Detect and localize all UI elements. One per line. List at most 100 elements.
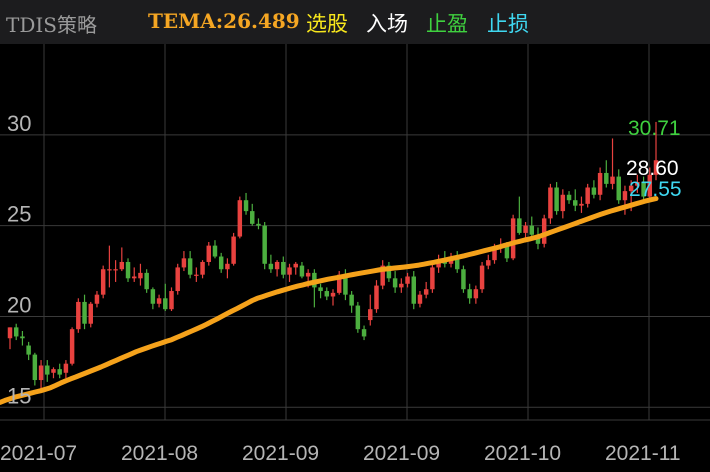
candle-body (125, 261, 131, 279)
candle-body (187, 258, 193, 275)
x-tick-label: 2021-08 (121, 442, 198, 465)
candle (523, 222, 528, 239)
candle (287, 263, 292, 282)
candles (7, 121, 659, 393)
candle (113, 260, 118, 282)
candle-body (32, 354, 38, 381)
candle (461, 265, 466, 293)
low-price-label: 27.55 (629, 178, 682, 201)
candle (473, 285, 479, 304)
candle-body (88, 303, 93, 324)
candle (622, 185, 628, 215)
candle-body (250, 211, 255, 224)
candle (7, 327, 13, 350)
x-tick-label: 2021-09 (242, 442, 319, 465)
entry-button[interactable]: 入场 (366, 13, 408, 36)
candle (51, 367, 56, 379)
candle (32, 352, 38, 386)
candle-body (616, 176, 621, 201)
candle-body (597, 172, 603, 195)
candle (517, 196, 522, 235)
candle (88, 301, 93, 328)
candle-body (399, 283, 404, 288)
candle-body (529, 225, 535, 235)
candle (330, 289, 336, 306)
candle-body (417, 294, 423, 304)
candle (274, 260, 280, 277)
candle-body (262, 225, 267, 264)
chart-header: TDIS策略 TEMA:26.489 选股 入场 止盈 止损 (0, 0, 710, 44)
candle-body (324, 291, 330, 297)
stop-loss-button[interactable]: 止损 (487, 13, 529, 36)
candle (616, 169, 621, 204)
candle-body (100, 269, 106, 295)
candle-body (467, 289, 472, 299)
x-tick-label: 2021-11 (605, 442, 681, 465)
candle (610, 138, 615, 190)
candle-body (610, 176, 615, 184)
candle (237, 196, 243, 239)
candle-body (374, 285, 379, 310)
candle (579, 196, 584, 213)
candle (560, 189, 566, 219)
candle-body (156, 298, 162, 304)
candle-body (541, 218, 547, 244)
candle-body (492, 247, 497, 261)
candle-body (343, 274, 348, 295)
candle-body (336, 274, 342, 293)
y-axis-ticks: 15 20 25 30 (7, 111, 31, 408)
candle (591, 180, 597, 199)
candle (163, 283, 168, 312)
candle-body (361, 329, 367, 337)
candle-body (504, 245, 510, 259)
candle (20, 330, 25, 346)
candle (63, 360, 69, 379)
candle-body (349, 294, 354, 306)
grid-lines (0, 44, 710, 421)
x-tick-label: 2021-10 (484, 442, 561, 465)
candle (541, 214, 547, 248)
candle (69, 327, 75, 366)
candle (548, 183, 553, 224)
candle-body (573, 200, 578, 206)
candle (187, 251, 193, 279)
x-axis-ticks: 2021-07 2021-08 2021-09 2021-09 2021-10 2021-… (0, 442, 681, 465)
candle-body (150, 289, 156, 304)
candle-body (604, 172, 609, 184)
candle (76, 298, 81, 333)
candle (107, 245, 112, 288)
candle-body (69, 329, 75, 364)
candle (119, 247, 125, 272)
candle-body (268, 263, 274, 270)
candle-body (7, 327, 13, 339)
candle-body (20, 336, 25, 339)
tema-value: TEMA:26.489 (148, 9, 300, 33)
candle (361, 325, 367, 341)
select-stock-button[interactable]: 选股 (306, 13, 348, 36)
candle-body (647, 174, 653, 197)
candle-body (113, 269, 118, 271)
candle-body (386, 265, 392, 279)
candle-body (368, 309, 373, 321)
candle-body (653, 160, 659, 175)
candle-body (51, 369, 56, 373)
candle (200, 260, 205, 279)
candle (399, 278, 404, 293)
candle (386, 261, 392, 282)
candle (175, 263, 180, 295)
candle-body (635, 182, 640, 186)
candle-body (318, 287, 323, 292)
candle (82, 294, 87, 330)
candle-body (218, 256, 224, 270)
candle (57, 363, 62, 379)
candle-body (579, 203, 584, 206)
candle (430, 263, 435, 293)
candle (38, 360, 44, 393)
take-profit-button[interactable]: 止盈 (426, 13, 468, 36)
candle (150, 287, 156, 310)
candle (368, 294, 373, 326)
x-tick-label: 2021-07 (0, 442, 77, 465)
candle (318, 283, 323, 299)
candle-body (82, 301, 87, 324)
